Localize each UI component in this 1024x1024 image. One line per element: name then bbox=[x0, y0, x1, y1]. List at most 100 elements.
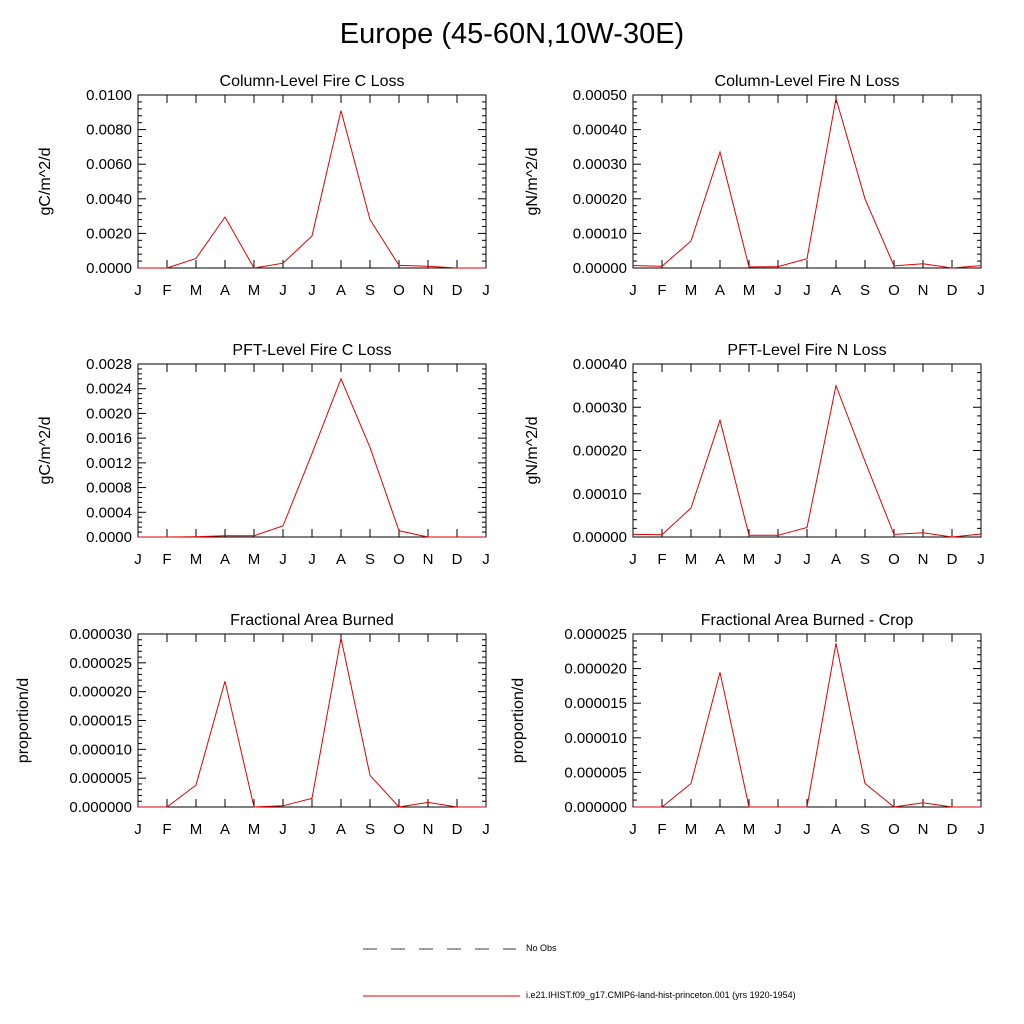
chart-1-x-tick-label: A bbox=[336, 282, 346, 299]
chart-2-series-line-1 bbox=[632, 98, 982, 269]
chart-6-y-axis-label: proportion/d bbox=[510, 678, 527, 763]
chart-1-series-line-1 bbox=[138, 110, 486, 269]
chart-3-x-tick-label: A bbox=[336, 551, 346, 568]
chart-6-series-line-1 bbox=[633, 643, 981, 808]
chart-3-series-line-1 bbox=[138, 377, 486, 538]
chart-3-y-tick-label: 0.0008 bbox=[86, 480, 132, 497]
chart-2-plot-frame bbox=[632, 94, 982, 269]
chart-3-x-tick-label: D bbox=[452, 551, 463, 568]
chart-2-x-tick-label: O bbox=[888, 282, 900, 299]
chart-6-x-tick-label: J bbox=[803, 821, 811, 838]
chart-6-plot-frame bbox=[632, 633, 982, 808]
chart-2-y-tick-label: 0.00020 bbox=[573, 191, 627, 208]
chart-3-y-axis-label: gC/m^2/d bbox=[37, 417, 54, 485]
chart-4-x-tick-label: J bbox=[774, 551, 782, 568]
chart-6-title: Fractional Area Burned - Crop bbox=[701, 612, 914, 629]
chart-2-y-tick-label: 0.00000 bbox=[573, 260, 627, 277]
chart-6-x-tick-label: D bbox=[947, 821, 958, 838]
chart-6-x-tick-label: J bbox=[977, 821, 985, 838]
chart-2-x-tick-label: N bbox=[918, 282, 929, 299]
chart-1-y-tick-label: 0.0080 bbox=[86, 122, 132, 139]
chart-4-x-tick-label: N bbox=[918, 551, 929, 568]
chart-2-title: Column-Level Fire N Loss bbox=[715, 73, 900, 90]
chart-6-x-tick-label: F bbox=[657, 821, 666, 838]
chart-1-y-tick-label: 0.0020 bbox=[86, 225, 132, 242]
chart-1-x-tick-label: M bbox=[190, 282, 203, 299]
chart-5-x-tick-label: N bbox=[423, 821, 434, 838]
chart-6-y-tick-label: 0.000020 bbox=[564, 661, 627, 678]
chart-2-x-tick-label: J bbox=[629, 282, 637, 299]
chart-5-x-tick-label: J bbox=[482, 821, 490, 838]
chart-2-y-tick-label: 0.00040 bbox=[573, 122, 627, 139]
chart-5-title: Fractional Area Burned bbox=[230, 612, 394, 629]
chart-3-x-tick-label: J bbox=[482, 551, 490, 568]
chart-5-plot-frame bbox=[137, 633, 487, 808]
chart-4-x-tick-label: M bbox=[743, 551, 756, 568]
chart-4-y-tick-label: 0.00010 bbox=[573, 486, 627, 503]
chart-6-y-tick-label: 0.000000 bbox=[564, 799, 627, 816]
chart-2-x-tick-label: F bbox=[657, 282, 666, 299]
chart-4-x-tick-label: D bbox=[947, 551, 958, 568]
chart-6-x-tick-label: S bbox=[860, 821, 870, 838]
chart-1-x-tick-label: J bbox=[482, 282, 490, 299]
chart-4-x-tick-label: A bbox=[715, 551, 725, 568]
chart-5-x-tick-label: J bbox=[308, 821, 316, 838]
chart-4-y-tick-label: 0.00020 bbox=[573, 443, 627, 460]
chart-4-x-tick-label: O bbox=[888, 551, 900, 568]
chart-1-y-tick-label: 0.0060 bbox=[86, 156, 132, 173]
chart-2-x-tick-label: A bbox=[715, 282, 725, 299]
chart-6-y-tick-label: 0.000010 bbox=[564, 730, 627, 747]
chart-5-y-tick-label: 0.000015 bbox=[69, 713, 132, 730]
chart-5-x-tick-label: D bbox=[452, 821, 463, 838]
chart-3-x-tick-label: N bbox=[423, 551, 434, 568]
chart-1-y-tick-label: 0.0000 bbox=[86, 260, 132, 277]
chart-4-x-tick-label: M bbox=[685, 551, 698, 568]
chart-6-x-tick-label: J bbox=[629, 821, 637, 838]
chart-2-x-tick-label: S bbox=[860, 282, 870, 299]
chart-5-x-tick-label: F bbox=[162, 821, 171, 838]
chart-6-x-tick-label: M bbox=[685, 821, 698, 838]
chart-2-y-tick-label: 0.00030 bbox=[573, 156, 627, 173]
chart-4-plot-frame bbox=[632, 363, 982, 538]
chart-3-y-tick-label: 0.0004 bbox=[86, 504, 132, 521]
chart-5-y-tick-label: 0.000025 bbox=[69, 655, 132, 672]
figure-title: Europe (45-60N,10W-30E) bbox=[339, 18, 685, 50]
chart-3-x-tick-label: M bbox=[248, 551, 261, 568]
chart-5-y-tick-label: 0.000010 bbox=[69, 741, 132, 758]
chart-6-x-tick-label: N bbox=[918, 821, 929, 838]
chart-1-x-tick-label: J bbox=[279, 282, 287, 299]
chart-6-x-tick-label: O bbox=[888, 821, 900, 838]
chart-4-series-line-1 bbox=[632, 383, 982, 538]
chart-5-x-tick-label: S bbox=[365, 821, 375, 838]
chart-6-y-tick-label: 0.000015 bbox=[564, 695, 627, 712]
chart-3-x-tick-label: F bbox=[162, 551, 171, 568]
chart-1-x-tick-label: D bbox=[452, 282, 463, 299]
chart-3-y-tick-label: 0.0020 bbox=[86, 405, 132, 422]
chart-2-y-axis-label: gN/m^2/d bbox=[524, 148, 541, 216]
chart-3-x-tick-label: J bbox=[279, 551, 287, 568]
chart-3-y-tick-label: 0.0016 bbox=[86, 430, 132, 447]
chart-6-y-tick-label: 0.000025 bbox=[564, 626, 627, 643]
chart-3-plot-frame bbox=[137, 363, 487, 538]
chart-4-title: PFT-Level Fire N Loss bbox=[727, 342, 886, 359]
chart-1-y-axis-label: gC/m^2/d bbox=[37, 148, 54, 216]
chart-4-x-tick-label: J bbox=[629, 551, 637, 568]
chart-5-x-tick-label: O bbox=[393, 821, 405, 838]
chart-5-y-tick-label: 0.000020 bbox=[69, 684, 132, 701]
chart-2-x-tick-label: M bbox=[685, 282, 698, 299]
chart-3-x-tick-label: M bbox=[190, 551, 203, 568]
chart-4-x-tick-label: S bbox=[860, 551, 870, 568]
chart-2-x-tick-label: A bbox=[831, 282, 841, 299]
chart-2-x-tick-label: J bbox=[803, 282, 811, 299]
chart-4-y-tick-label: 0.00030 bbox=[573, 399, 627, 416]
chart-5-x-tick-label: A bbox=[336, 821, 346, 838]
chart-1-x-tick-label: F bbox=[162, 282, 171, 299]
chart-2-x-tick-label: M bbox=[743, 282, 756, 299]
chart-6-x-tick-label: J bbox=[774, 821, 782, 838]
chart-4-x-tick-label: J bbox=[803, 551, 811, 568]
chart-1-y-tick-label: 0.0100 bbox=[86, 87, 132, 104]
legend-label-model-run: i.e21.IHIST.f09_g17.CMIP6-land-hist-prin… bbox=[526, 990, 796, 1000]
chart-1-x-tick-label: A bbox=[220, 282, 230, 299]
chart-3-x-tick-label: S bbox=[365, 551, 375, 568]
